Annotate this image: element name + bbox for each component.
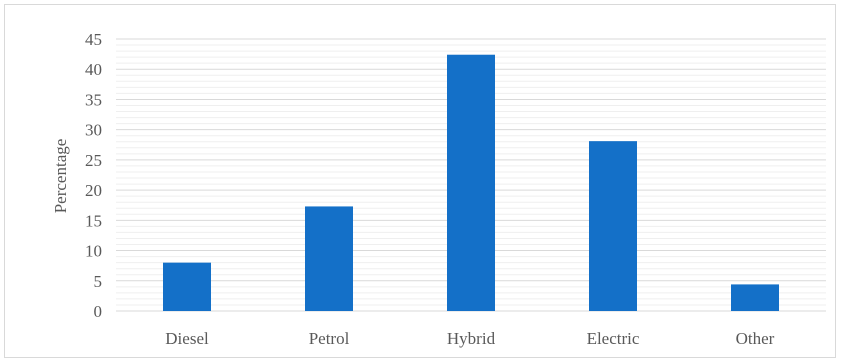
y-axis-ticks: 0 5 10 15 20 25 30 35 40 45 bbox=[85, 30, 102, 321]
x-tick-label: Petrol bbox=[309, 329, 350, 348]
bar-other bbox=[731, 284, 779, 311]
x-tick-label: Diesel bbox=[165, 329, 209, 348]
y-tick-label: 35 bbox=[85, 90, 102, 109]
y-tick-label: 10 bbox=[85, 242, 102, 261]
x-tick-label: Hybrid bbox=[447, 329, 496, 348]
y-tick-label: 45 bbox=[85, 30, 102, 49]
bar-electric bbox=[589, 141, 637, 311]
bar-hybrid bbox=[447, 54, 495, 312]
x-tick-label: Other bbox=[736, 329, 775, 348]
y-tick-label: 30 bbox=[85, 121, 102, 140]
y-tick-label: 25 bbox=[85, 151, 102, 170]
x-axis-ticks: Diesel Petrol Hybrid Electric Other bbox=[165, 329, 774, 348]
x-tick-label: Electric bbox=[587, 329, 640, 348]
bar-diesel bbox=[163, 262, 211, 311]
bar-petrol bbox=[305, 206, 353, 311]
y-tick-label: 40 bbox=[85, 60, 102, 79]
y-tick-label: 0 bbox=[94, 302, 103, 321]
y-tick-label: 15 bbox=[85, 211, 102, 230]
y-axis-label: Percentage bbox=[51, 139, 70, 214]
y-tick-label: 5 bbox=[94, 272, 103, 291]
bars bbox=[163, 54, 779, 312]
y-tick-label: 20 bbox=[85, 181, 102, 200]
